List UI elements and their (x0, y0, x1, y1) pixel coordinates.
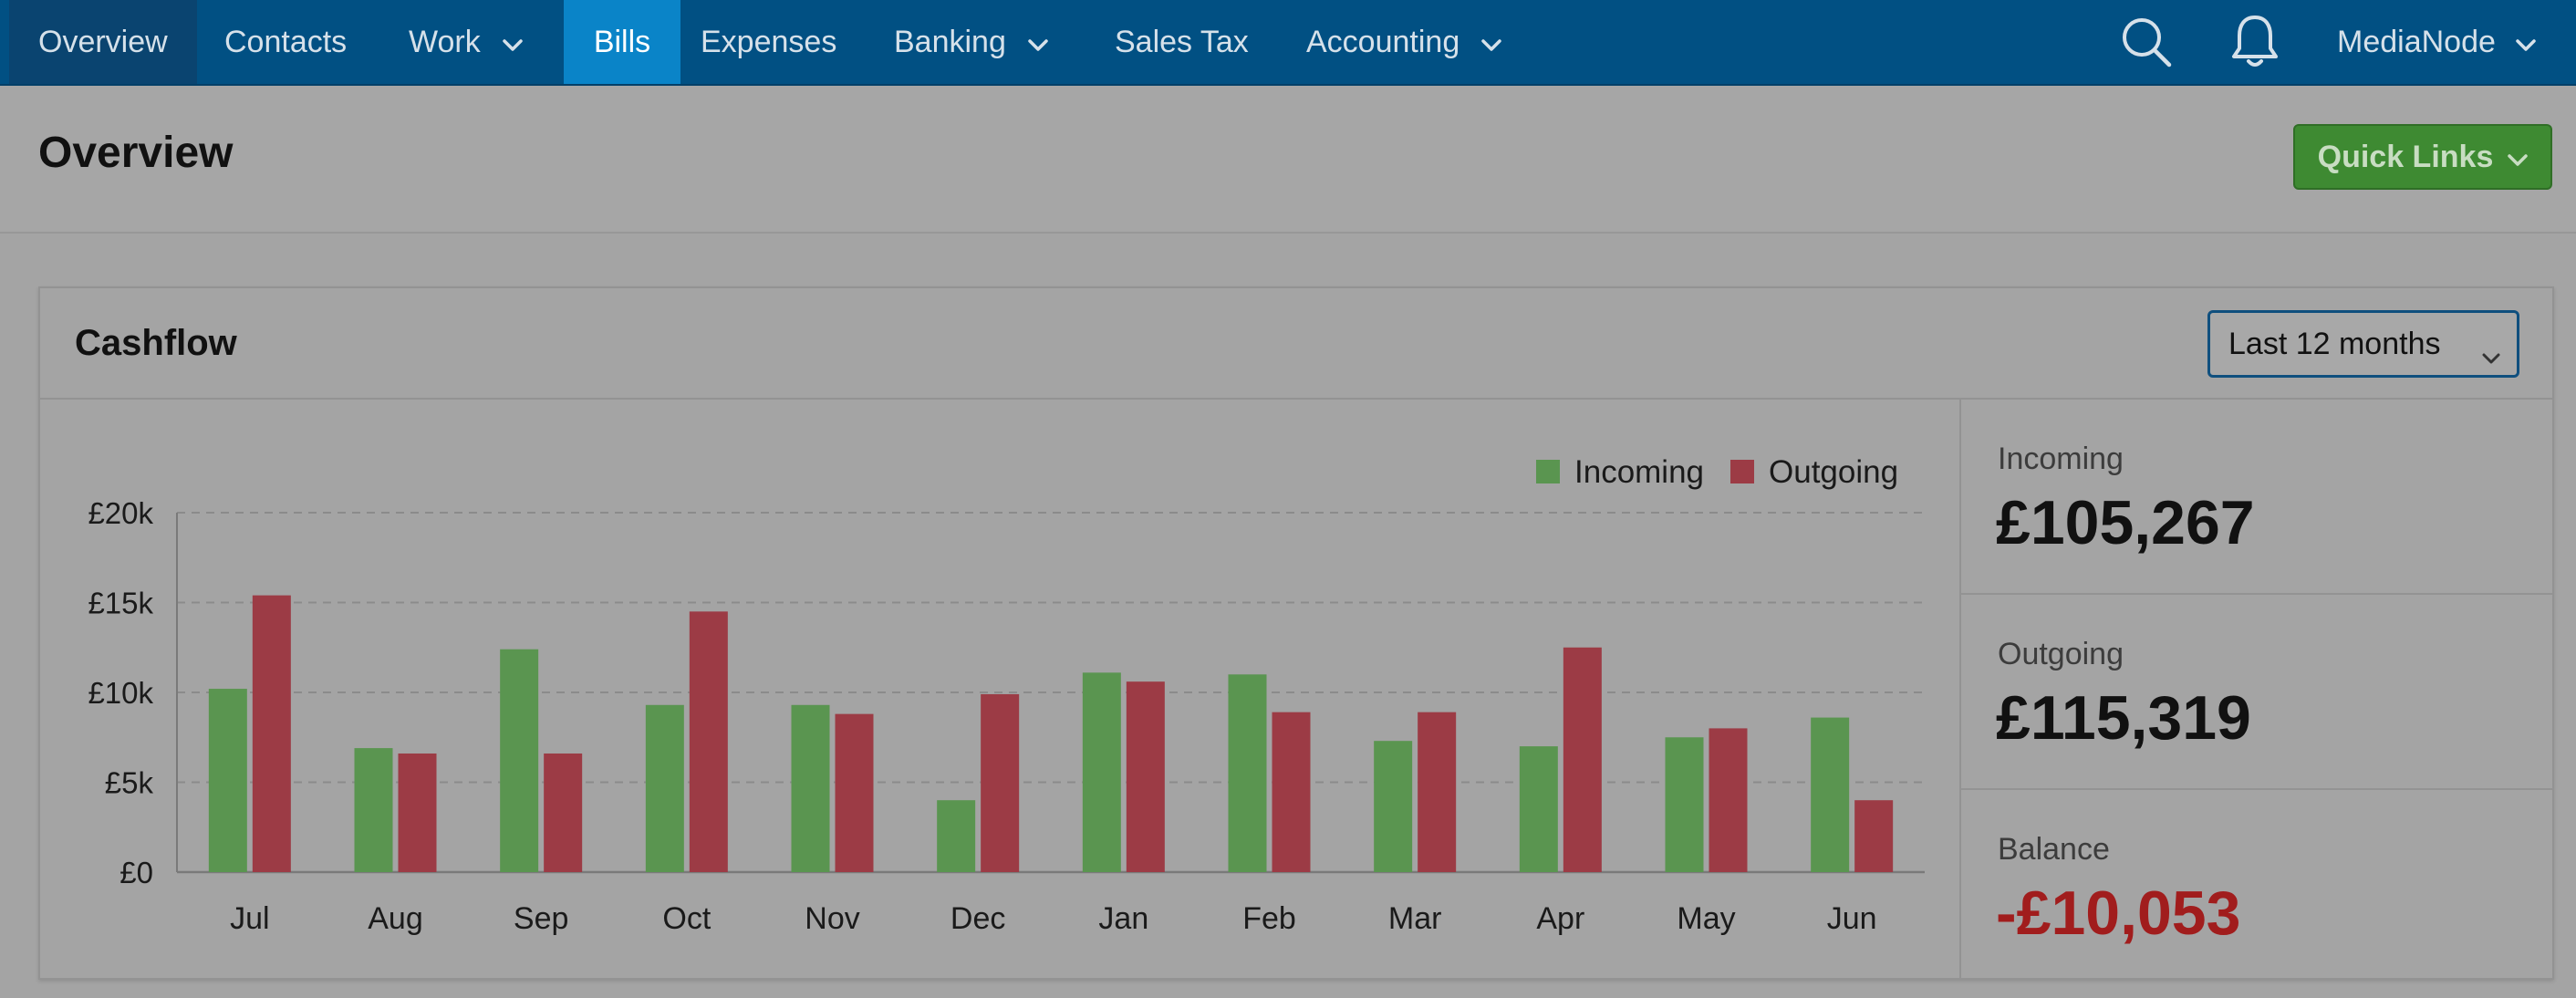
top-navigation: Overview Contacts Work Bills Expenses Ba… (0, 0, 2576, 86)
cashflow-title: Cashflow (75, 323, 237, 363)
bar-incoming-jul[interactable] (208, 689, 247, 872)
page-title: Overview (38, 129, 234, 177)
bar-outgoing-jul[interactable] (252, 595, 291, 872)
period-select[interactable]: Last 12 months (2207, 310, 2519, 378)
legend-label-outgoing: Outgoing (1769, 454, 1898, 490)
bar-outgoing-jun[interactable] (1854, 800, 1894, 872)
bar-outgoing-oct[interactable] (689, 611, 728, 872)
incoming-label: Incoming (1998, 442, 2124, 476)
bar-incoming-dec[interactable] (937, 800, 976, 872)
nav-item-label: Sales Tax (1115, 24, 1249, 59)
stat-divider (1961, 788, 2554, 790)
y-tick-label: £20k (88, 496, 153, 530)
account-name: MediaNode (2337, 24, 2496, 59)
nav-item-expenses[interactable]: Expenses (701, 0, 836, 84)
cashflow-card: Cashflow Last 12 months £0 £5k £10k £15k £20… (38, 286, 2554, 980)
nav-item-label: Bills (593, 24, 651, 59)
nav-item-accounting[interactable]: Accounting (1306, 0, 1501, 84)
incoming-stat: Incoming £105,267 (1961, 400, 2554, 593)
bar-incoming-may[interactable] (1665, 737, 1704, 872)
nav-item-bills[interactable]: Bills (564, 0, 680, 84)
legend-label-incoming: Incoming (1574, 454, 1704, 490)
nav-item-work[interactable]: Work (409, 0, 523, 84)
chevron-down-icon (2482, 337, 2500, 372)
bar-incoming-mar[interactable] (1374, 741, 1413, 872)
legend-swatch-incoming (1536, 460, 1560, 483)
incoming-value: £105,267 (1996, 488, 2255, 557)
chevron-down-icon (1481, 25, 1501, 60)
x-tick-label: Aug (368, 901, 423, 936)
chevron-down-icon (2516, 25, 2536, 60)
bar-outgoing-aug[interactable] (398, 753, 437, 872)
chevron-down-icon (2508, 140, 2529, 175)
nav-item-label: Contacts (224, 24, 348, 59)
bar-incoming-aug[interactable] (354, 748, 393, 872)
y-tick-label: £10k (88, 676, 153, 710)
x-tick-label: Jan (1098, 901, 1148, 936)
nav-item-label: Work (409, 24, 481, 59)
y-tick-label: £0 (119, 856, 153, 889)
quick-links-button[interactable]: Quick Links (2293, 124, 2552, 190)
bar-outgoing-feb[interactable] (1272, 712, 1311, 872)
x-tick-label: Oct (662, 901, 711, 936)
x-tick-label: Feb (1242, 901, 1296, 936)
balance-label: Balance (1998, 832, 2110, 867)
cashflow-chart-area: £0 £5k £10k £15k £20k Jul Aug Sep Oct Nov Dec Jan F… (40, 400, 1959, 978)
nav-item-label: Overview (38, 24, 168, 59)
stat-divider (1961, 593, 2554, 595)
nav-item-banking[interactable]: Banking (894, 0, 1048, 84)
chevron-down-icon (1028, 25, 1048, 60)
account-menu[interactable]: MediaNode (2337, 0, 2536, 84)
bar-outgoing-dec[interactable] (981, 693, 1020, 872)
x-tick-label: Mar (1388, 901, 1442, 936)
bar-outgoing-nov[interactable] (835, 713, 874, 872)
x-tick-label: Sep (514, 901, 569, 936)
bar-outgoing-mar[interactable] (1418, 712, 1457, 872)
balance-value: -£10,053 (1996, 878, 2241, 948)
cashflow-card-header: Cashflow Last 12 months (40, 288, 2552, 400)
bar-incoming-nov[interactable] (791, 704, 830, 872)
cashflow-chart: £0 £5k £10k £15k £20k Jul Aug Sep Oct Nov Dec Jan F… (88, 454, 1925, 936)
chevron-down-icon (502, 25, 523, 60)
bar-incoming-jan[interactable] (1082, 672, 1121, 872)
outgoing-value: £115,319 (1996, 683, 2251, 753)
nav-item-label: Expenses (701, 24, 837, 59)
x-tick-label: Apr (1536, 901, 1584, 936)
period-select-value: Last 12 months (2228, 326, 2441, 361)
nav-item-overview[interactable]: Overview (9, 0, 197, 84)
x-tick-label: May (1677, 901, 1735, 936)
quick-links-label: Quick Links (2317, 139, 2494, 174)
bar-incoming-jun[interactable] (1811, 717, 1850, 872)
page-header: Overview Quick Links (0, 86, 2576, 234)
nav-item-contacts[interactable]: Contacts (224, 0, 347, 84)
bar-incoming-oct[interactable] (645, 704, 684, 872)
bar-outgoing-jan[interactable] (1126, 681, 1165, 872)
y-tick-label: £5k (105, 766, 154, 800)
bar-outgoing-sep[interactable] (544, 753, 583, 872)
bar-outgoing-apr[interactable] (1563, 647, 1602, 872)
x-tick-label: Jul (230, 901, 269, 936)
balance-stat: Balance -£10,053 (1961, 790, 2554, 978)
x-tick-label: Dec (950, 901, 1005, 936)
bell-icon[interactable] (2229, 0, 2280, 84)
nav-item-sales-tax[interactable]: Sales Tax (1115, 0, 1249, 84)
cashflow-summary: Incoming £105,267 Outgoing £115,319 Bala… (1959, 400, 2554, 978)
x-tick-label: Jun (1827, 901, 1877, 936)
x-tick-label: Nov (805, 901, 859, 936)
nav-item-label: Accounting (1306, 24, 1460, 59)
bar-incoming-feb[interactable] (1228, 674, 1267, 872)
search-icon[interactable] (2120, 0, 2173, 84)
bar-incoming-sep[interactable] (500, 649, 539, 872)
bar-incoming-apr[interactable] (1519, 746, 1558, 872)
legend-swatch-outgoing (1730, 460, 1754, 483)
outgoing-stat: Outgoing £115,319 (1961, 595, 2554, 788)
nav-item-label: Banking (894, 24, 1006, 59)
y-tick-label: £15k (88, 587, 153, 620)
outgoing-label: Outgoing (1998, 637, 2124, 671)
bar-outgoing-may[interactable] (1709, 728, 1748, 872)
